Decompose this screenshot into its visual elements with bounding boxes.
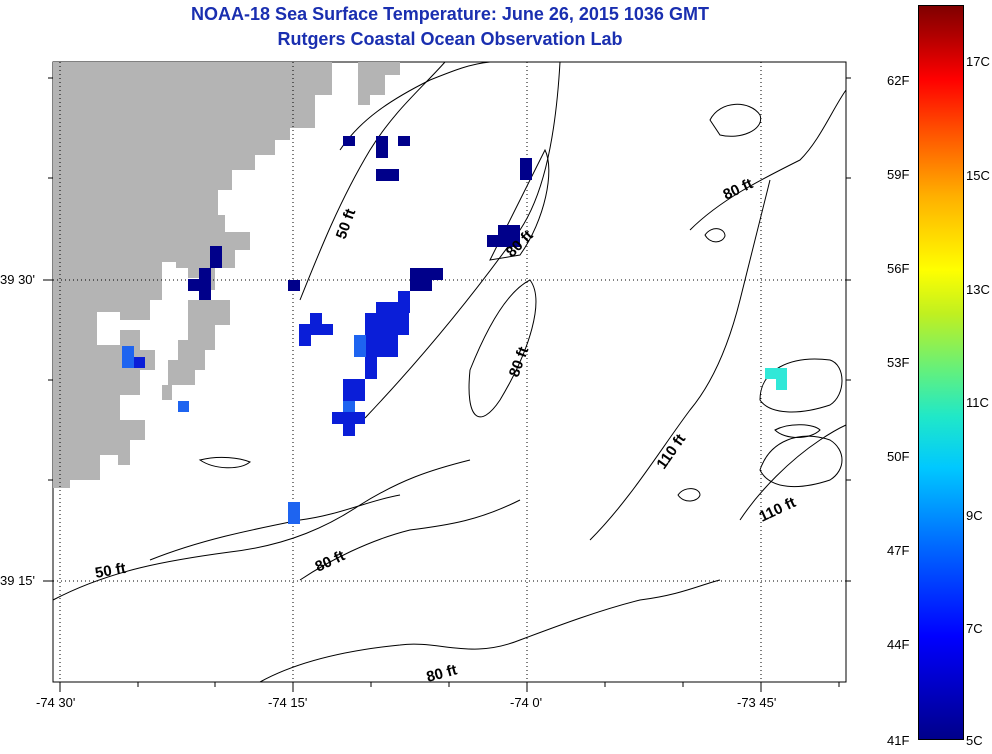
sst-pixel (365, 313, 409, 335)
sst-pixel (288, 502, 300, 524)
lat-label: 39 30' (0, 272, 36, 287)
land-point (118, 420, 145, 465)
colorbar-label-f: 41F (887, 733, 910, 748)
contour-island-d (774, 424, 821, 438)
colorbar-label-c: 15C (966, 168, 990, 183)
sst-pixel (299, 324, 311, 346)
sst-pixel (343, 424, 355, 436)
contour-shoal-north (339, 61, 491, 151)
sst-pixel (398, 291, 410, 313)
graticule (53, 62, 846, 682)
sst-pixel (134, 357, 145, 368)
sst-pixel (365, 357, 377, 379)
sst-pixel (122, 346, 134, 368)
sst-colorbar (918, 5, 964, 740)
colorbar-label-c: 7C (966, 621, 983, 636)
contour-110ft-south (739, 424, 847, 521)
sst-pixel (310, 313, 322, 335)
sst-pixel (376, 169, 399, 181)
lon-label: -74 0' (510, 695, 543, 710)
colorbar-label-f: 56F (887, 261, 910, 276)
colorbar-label-f: 47F (887, 543, 910, 558)
sst-pixel (178, 401, 189, 412)
colorbar-label-f: 50F (887, 449, 910, 464)
sst-pixel (498, 225, 520, 247)
frame-ticks (43, 77, 851, 692)
colorbar-label-f: 53F (887, 355, 910, 370)
colorbar-label-f: 44F (887, 637, 910, 652)
contour-110ft-mid (589, 179, 771, 541)
sst-pixel (487, 235, 499, 247)
sst-pixel (776, 368, 787, 390)
land-peninsula (162, 300, 230, 400)
contour-label: 50 ft (94, 560, 127, 582)
sst-pixel (343, 401, 355, 413)
sst-pixel (288, 280, 300, 291)
contour-50ft-north (299, 61, 446, 301)
map-subtitle: Rutgers Coastal Ocean Observation Lab (277, 29, 623, 49)
sst-pixel (398, 136, 410, 146)
colorbar-label-f: 59F (887, 167, 910, 182)
lon-label: -73 45' (737, 695, 777, 710)
contour-se-loop (759, 435, 843, 488)
contour-ridge-a (468, 279, 537, 418)
land-barrier-strip (358, 62, 400, 105)
contour-80ft-ne (689, 89, 847, 231)
sst-pixel (343, 136, 355, 146)
land-area (53, 62, 332, 488)
sst-pixel (410, 268, 443, 280)
map-title: NOAA-18 Sea Surface Temperature: June 26… (191, 4, 709, 24)
colorbar-label-c: 11C (966, 395, 989, 410)
contour-ridge-b (489, 148, 550, 261)
sst-pixel (520, 158, 532, 180)
sst-pixel (210, 246, 222, 268)
colorbar-label-c: 13C (966, 282, 990, 297)
sst-pixel (354, 335, 366, 357)
contour-shelf-south (52, 459, 471, 601)
colorbar-label-f: 62F (887, 73, 910, 88)
sst-pixel (199, 268, 211, 300)
colorbar-label-c: 9C (966, 508, 983, 523)
bathymetry-contours (52, 61, 847, 683)
sst-pixel (410, 280, 432, 291)
sst-pixel (376, 136, 388, 158)
contour-island-a (677, 488, 701, 502)
sst-pixel (321, 324, 333, 335)
contour-80ft-south (299, 499, 521, 581)
lat-label: 39 15' (0, 573, 36, 588)
sst-pixel (332, 412, 365, 424)
lon-label: -74 15' (268, 695, 308, 710)
contour-island-c (198, 456, 251, 469)
contour-north-loop (709, 103, 762, 137)
colorbar-label-c: 17C (966, 54, 990, 69)
sst-pixel (343, 379, 365, 401)
sst-pixel (765, 368, 776, 379)
sst-pixel (188, 279, 200, 291)
lon-label: -74 30' (36, 695, 76, 710)
sst-pixel (365, 335, 398, 357)
colorbar-label-c: 5C (966, 733, 983, 748)
sst-pixels (122, 136, 787, 524)
contour-80ft-bottom (259, 579, 721, 683)
contour-island-b (704, 228, 726, 243)
